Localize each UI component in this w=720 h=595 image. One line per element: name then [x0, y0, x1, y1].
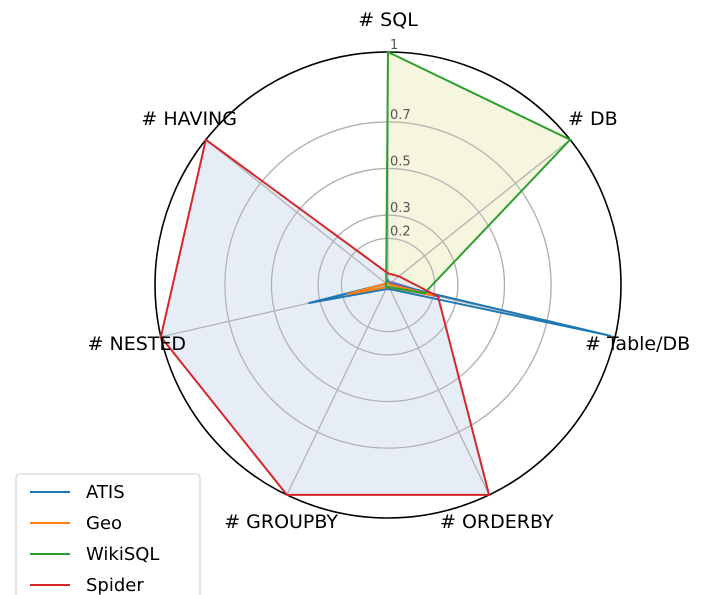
tick-label-0: 0.2: [390, 224, 411, 239]
spoke-overlay-6: [205, 139, 389, 286]
axis-label-1: # DB: [568, 108, 618, 130]
axis-label-5: # NESTED: [88, 333, 186, 355]
spoke-overlay-4: [286, 284, 389, 496]
axis-label-2: # Table/DB: [585, 333, 690, 355]
spoke-overlay-3: [387, 284, 490, 496]
legend-label-geo: Geo: [86, 513, 122, 534]
tick-label-1: 0.3: [390, 201, 411, 216]
series-line-wikisql: [384, 50, 572, 295]
axis-label-4: # GROUPBY: [224, 511, 338, 533]
spoke-overlay-1: [387, 139, 571, 286]
legend-label-atis: ATIS: [86, 482, 125, 503]
tick-label-3: 0.7: [390, 108, 411, 123]
legend-label-wikisql: WikiSQL: [86, 544, 159, 565]
legend-box: [15, 473, 201, 595]
tick-label-4: 1: [390, 38, 398, 53]
axis-label-3: # ORDERBY: [440, 511, 554, 533]
axis-label-6: # HAVING: [141, 108, 237, 130]
series-fill-spider: [160, 139, 490, 495]
legend-label-spider: Spider: [86, 575, 144, 595]
legend: ATIS Geo WikiSQL Spider: [15, 473, 201, 595]
axis-label-0: # SQL: [358, 9, 418, 31]
tick-label-2: 0.5: [390, 155, 411, 170]
series-fill-wikisql: [385, 52, 571, 294]
series-line-spider: [159, 138, 491, 496]
